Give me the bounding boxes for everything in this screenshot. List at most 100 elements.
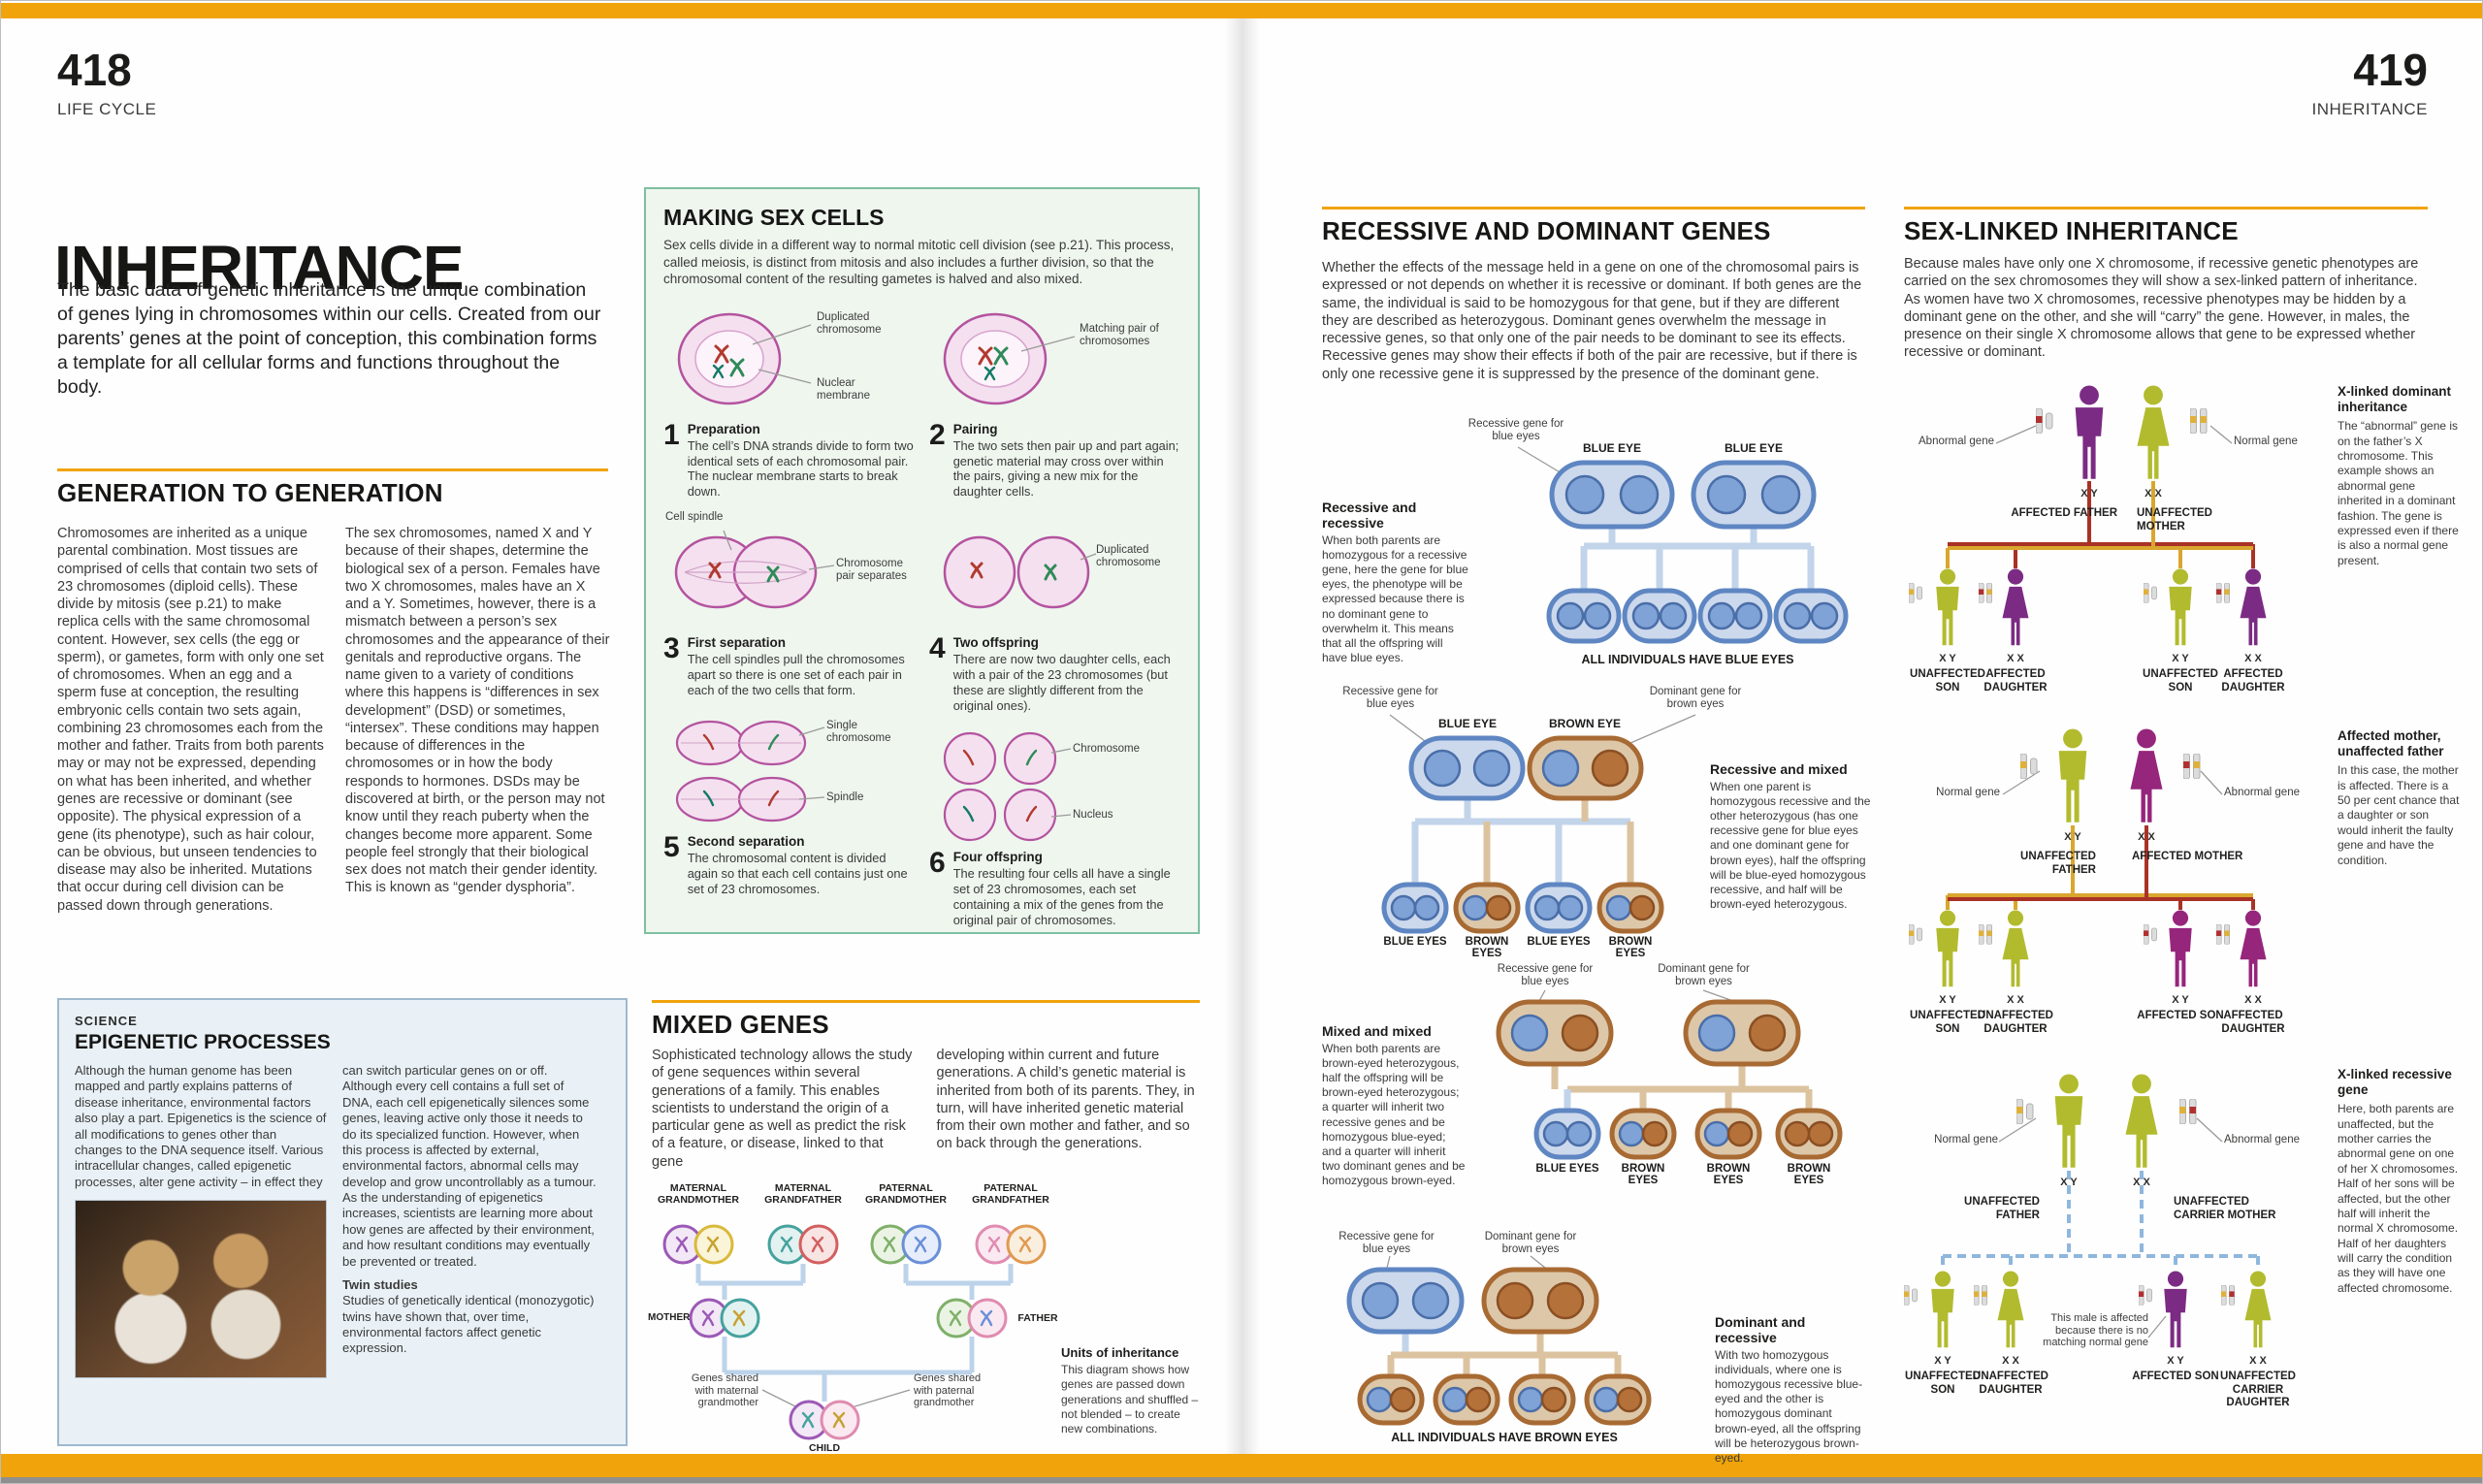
step-number: 2 bbox=[929, 418, 946, 451]
caption-text: When one parent is homozygous recessive … bbox=[1710, 780, 1871, 911]
xy-label: X Y bbox=[1939, 653, 1956, 664]
twins-photo bbox=[75, 1200, 327, 1378]
child-figure bbox=[789, 1400, 860, 1440]
cell-spindle-label: Cell spindle bbox=[665, 511, 724, 524]
generation-col1: Chromosomes are inherited as a unique pa… bbox=[57, 526, 324, 914]
unaffected-daughter-figure bbox=[1997, 1271, 2024, 1348]
xx-label: X X bbox=[2244, 653, 2262, 664]
blue-eye-label: BLUE EYE bbox=[1437, 717, 1497, 730]
xy-label: X Y bbox=[1934, 1355, 1951, 1367]
recessive-recessive-caption: Recessive and recessive When both parent… bbox=[1322, 500, 1469, 665]
xx-label: X X bbox=[2138, 831, 2155, 843]
xy-label: X Y bbox=[2080, 488, 2098, 500]
unaffected-son-figure bbox=[1931, 1271, 1954, 1348]
making-sex-cells-panel: MAKING SEX CELLS Sex cells divide in a d… bbox=[644, 187, 1200, 934]
child-eye-label: BLUE EYES bbox=[1527, 936, 1591, 948]
affected-male-note: This male is affected because there is n… bbox=[2043, 1312, 2148, 1349]
xx-label: X X bbox=[2007, 994, 2024, 1006]
nuclear-membrane-label: Nuclear membrane bbox=[817, 376, 870, 402]
affected-daughter-figure bbox=[2240, 568, 2267, 646]
paternal-grandfather-label: PATERNAL GRANDFATHER bbox=[972, 1182, 1049, 1207]
step-text: The chromosomal content is divided again… bbox=[687, 851, 908, 897]
meiosis-step2-diagram: Matching pair of chromosomes bbox=[929, 298, 1179, 420]
child-eye-label: BROWN EYES bbox=[1608, 936, 1653, 959]
unaffected-son-figure bbox=[2169, 568, 2192, 646]
section-rule bbox=[1322, 207, 1865, 210]
meiosis-step3-text: 3 First separation The cell spindles pull… bbox=[663, 632, 914, 698]
unaffected-mother-label: UNAFFECTED MOTHER bbox=[2137, 507, 2212, 532]
bottom-accent-bar bbox=[1, 1454, 2482, 1477]
caption-text: When both parents are brown-eyed heteroz… bbox=[1322, 1042, 1466, 1187]
affected-father-figure bbox=[2075, 385, 2104, 479]
unaffected-father-label: UNAFFECTED FATHER bbox=[2020, 851, 2096, 876]
child-label: UNAFFECTED SON bbox=[2143, 668, 2218, 694]
father-label: FATHER bbox=[1017, 1312, 1058, 1324]
all-blue-eyes-label: ALL INDIVIDUALS HAVE BLUE EYES bbox=[1581, 653, 1794, 666]
mother-figure bbox=[689, 1298, 760, 1339]
dominant-gene-label: Dominant gene for brown eyes bbox=[1484, 1231, 1577, 1256]
mixed-genes-heading: MIXED GENES bbox=[652, 1010, 829, 1039]
science-col2: can switch particular genes on or off. A… bbox=[342, 1063, 597, 1269]
step-title: Two offspring bbox=[952, 635, 1039, 651]
child-label: UNAFFECTED DAUGHTER bbox=[1973, 1371, 2048, 1396]
step-title: First separation bbox=[687, 635, 786, 651]
dominant-gene-label: Dominant gene for brown eyes bbox=[1649, 686, 1742, 711]
normal-gene-label: Normal gene bbox=[1936, 787, 2000, 798]
recessive-gene-label: Recessive gene for blue eyes bbox=[1497, 963, 1594, 988]
meiosis-step2-text: 2 Pairing The two sets then pair up and p… bbox=[929, 418, 1179, 500]
page-section-left: LIFE CYCLE bbox=[57, 100, 157, 118]
recessive-gene-label: Recessive gene for blue eyes bbox=[1467, 418, 1564, 443]
child-label: AFFECTED SON bbox=[2137, 1010, 2224, 1021]
caption-text: When both parents are homozygous for a r… bbox=[1322, 533, 1468, 664]
two-offspring-illustration bbox=[943, 536, 1097, 609]
science-box: SCIENCE EPIGENETIC PROCESSES Although th… bbox=[57, 998, 628, 1446]
affected-mother-sidebar: Affected mother, unaffected father In th… bbox=[2338, 728, 2462, 868]
carrier-daughter-figure bbox=[2244, 1271, 2272, 1348]
units-text: This diagram shows how genes are passed … bbox=[1061, 1363, 1199, 1436]
caption-heading: Mixed and mixed bbox=[1322, 1023, 1432, 1039]
page-number-left: 418 bbox=[57, 45, 132, 95]
maternal-grandfather-label: MATERNAL GRANDFATHER bbox=[764, 1182, 842, 1207]
x-linked-dominant-sidebar: X-linked dominant inheritance The “abnor… bbox=[2338, 384, 2462, 568]
affected-son-figure bbox=[2164, 1271, 2187, 1348]
nucleus-label: Nucleus bbox=[1073, 809, 1113, 822]
recessive-mixed-caption: Recessive and mixed When one parent is h… bbox=[1710, 761, 1873, 912]
caption-text: With two homozygous individuals, where o… bbox=[1715, 1348, 1863, 1465]
abnormal-gene-label: Abnormal gene bbox=[1919, 436, 1994, 447]
xy-label: X Y bbox=[2172, 653, 2189, 664]
meiosis-step1-text: 1 Preparation The cell’s DNA strands divi… bbox=[663, 420, 914, 500]
msc-heading: MAKING SEX CELLS bbox=[663, 205, 885, 230]
blue-eye-label: BLUE EYE bbox=[1724, 441, 1783, 455]
recessive-recessive-graphic bbox=[1517, 446, 1849, 644]
paternal-genes-note: Genes shared with paternal grandmother bbox=[914, 1372, 982, 1409]
xy-label: X Y bbox=[1939, 994, 1956, 1006]
xx-label: X X bbox=[2133, 1177, 2150, 1188]
child-pills bbox=[1357, 1373, 1652, 1426]
paternal-grandfather-figure bbox=[975, 1224, 1047, 1265]
step-text: The two sets then pair up and part again… bbox=[952, 437, 1179, 500]
duplicated-chromosome-label-2: Duplicated chromosome bbox=[1096, 544, 1161, 569]
child-eye-label: BROWN EYES bbox=[1706, 1163, 1751, 1186]
matching-pair-label: Matching pair of chromosomes bbox=[1080, 322, 1159, 347]
twin-studies-text: Studies of genetically identical (monozy… bbox=[342, 1293, 595, 1356]
child-label: AFFECTED SON bbox=[2132, 1371, 2219, 1382]
affected-daughter-figure bbox=[2240, 910, 2267, 987]
mixed-genes-col1: Sophisticated technology allows the stud… bbox=[652, 1048, 913, 1170]
abnormal-gene-label: Abnormal gene bbox=[2224, 1134, 2300, 1145]
pedigree-graphic bbox=[1909, 728, 2267, 987]
mixed-genes-section: MIXED GENES bbox=[652, 1000, 1200, 1040]
affected-daughter-figure bbox=[2002, 568, 2029, 646]
step-title: Four offspring bbox=[952, 850, 1043, 865]
meiosis-step4-text: 4 Two offspring There are now two daughte… bbox=[929, 634, 1179, 714]
sidebar-text: The “abnormal” gene is on the father’s X… bbox=[2338, 419, 2459, 567]
step-text: The cell’s DNA strands divide to form tw… bbox=[687, 437, 914, 500]
unaffected-father-label: UNAFFECTED FATHER bbox=[1964, 1196, 2040, 1221]
sidebar-heading: Affected mother, unaffected father bbox=[2338, 728, 2444, 759]
xx-label: X X bbox=[2002, 1355, 2019, 1367]
recessive-recessive-diagram: Recessive gene for blue eyes BLUE EYE BL… bbox=[1322, 418, 1873, 680]
child-label: AFFECTED DAUGHTER bbox=[1983, 668, 2048, 694]
x-linked-recessive-pedigree: Normal gene Abnormal gene X Y X X UNAFFE… bbox=[1904, 1062, 2465, 1456]
normal-gene-label: Normal gene bbox=[2234, 436, 2298, 447]
step-number: 3 bbox=[663, 632, 680, 665]
